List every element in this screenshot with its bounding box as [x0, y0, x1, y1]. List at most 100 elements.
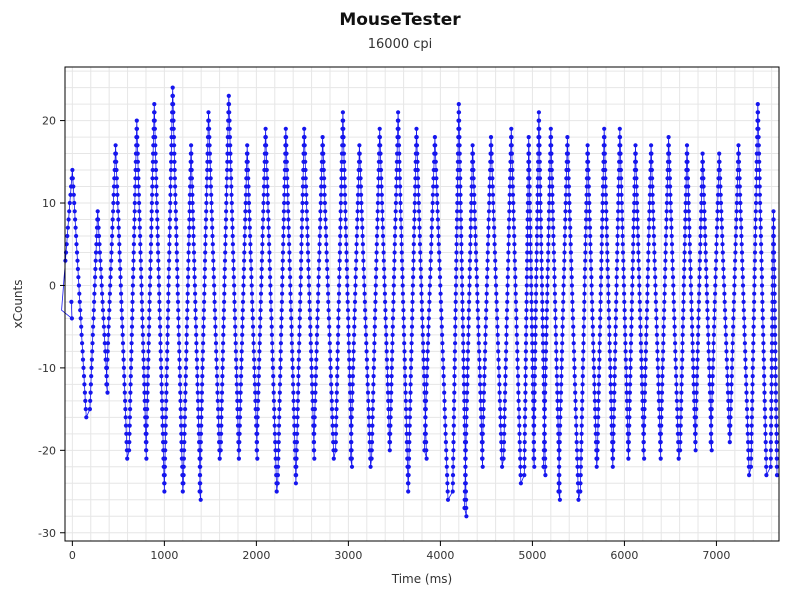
data-point	[295, 398, 300, 403]
data-point	[89, 374, 94, 379]
data-point	[761, 349, 766, 354]
data-point	[636, 266, 642, 272]
data-point	[732, 283, 737, 288]
data-point	[534, 266, 539, 272]
data-point	[769, 365, 774, 370]
data-point	[615, 250, 620, 255]
data-point	[270, 357, 275, 362]
data-point	[562, 266, 567, 272]
data-point	[673, 349, 678, 354]
data-point	[234, 382, 239, 387]
data-point	[102, 341, 107, 346]
data-point	[755, 110, 761, 115]
data-point	[501, 440, 507, 445]
data-point	[408, 407, 413, 412]
data-point	[398, 192, 403, 197]
data-point	[144, 415, 149, 420]
data-point	[434, 184, 439, 189]
data-point	[73, 217, 78, 222]
data-point	[516, 390, 521, 395]
data-point	[195, 390, 200, 395]
data-point	[469, 209, 474, 214]
data-point	[397, 167, 402, 173]
data-point	[712, 299, 717, 304]
data-point	[723, 316, 728, 321]
data-point	[277, 382, 283, 387]
data-point	[171, 110, 176, 115]
data-point	[663, 266, 668, 272]
data-point	[182, 415, 187, 420]
data-point	[647, 217, 652, 222]
data-point	[412, 200, 417, 206]
data-point	[660, 357, 666, 362]
data-point	[300, 192, 305, 197]
data-point	[515, 374, 521, 379]
data-point	[290, 349, 295, 354]
data-point	[352, 324, 357, 329]
data-point	[729, 382, 734, 387]
data-point	[573, 390, 578, 395]
data-point	[523, 382, 528, 387]
data-point	[257, 357, 262, 362]
data-point	[388, 431, 393, 436]
data-point	[573, 415, 579, 420]
data-point	[368, 464, 373, 469]
data-point	[269, 316, 274, 321]
data-point	[524, 266, 530, 272]
data-point	[580, 398, 585, 403]
data-point	[509, 151, 514, 156]
data-point	[410, 299, 415, 304]
data-point	[487, 184, 492, 189]
data-point	[105, 341, 111, 346]
data-point	[457, 167, 463, 173]
data-point	[202, 258, 208, 263]
data-point	[553, 308, 558, 313]
data-point	[149, 217, 154, 222]
data-point	[390, 341, 395, 346]
data-point	[464, 514, 469, 519]
data-point	[634, 192, 639, 197]
data-point	[737, 184, 742, 189]
data-point	[441, 374, 446, 379]
data-point	[147, 291, 152, 296]
data-point	[96, 217, 101, 222]
data-point	[249, 291, 255, 296]
data-point	[349, 431, 354, 436]
data-point	[299, 225, 304, 230]
data-point	[180, 489, 185, 494]
data-point	[457, 126, 462, 131]
data-point	[529, 324, 535, 329]
data-point	[76, 275, 81, 280]
data-point	[347, 365, 352, 370]
data-point	[774, 423, 779, 428]
data-point	[533, 299, 539, 304]
data-point	[542, 398, 548, 403]
data-point	[468, 242, 473, 247]
data-point	[545, 291, 550, 296]
data-point	[742, 324, 747, 329]
data-point	[599, 242, 604, 247]
data-point	[403, 407, 409, 412]
data-point	[763, 431, 768, 436]
data-point	[323, 217, 328, 222]
data-point	[184, 324, 189, 329]
data-point	[581, 324, 586, 329]
data-point	[579, 440, 584, 445]
data-point	[263, 135, 268, 140]
data-point	[336, 308, 341, 313]
data-point	[614, 283, 619, 288]
data-point	[583, 225, 589, 230]
data-point	[236, 456, 241, 461]
data-point	[510, 192, 516, 197]
data-point	[603, 192, 609, 197]
data-point	[344, 242, 349, 247]
data-point	[725, 390, 731, 395]
data-point	[200, 365, 205, 370]
data-point	[445, 489, 450, 494]
data-point	[380, 233, 386, 239]
data-point	[258, 308, 263, 313]
data-point	[178, 390, 183, 395]
data-point	[673, 365, 679, 370]
data-point	[627, 390, 633, 395]
data-point	[528, 258, 533, 263]
